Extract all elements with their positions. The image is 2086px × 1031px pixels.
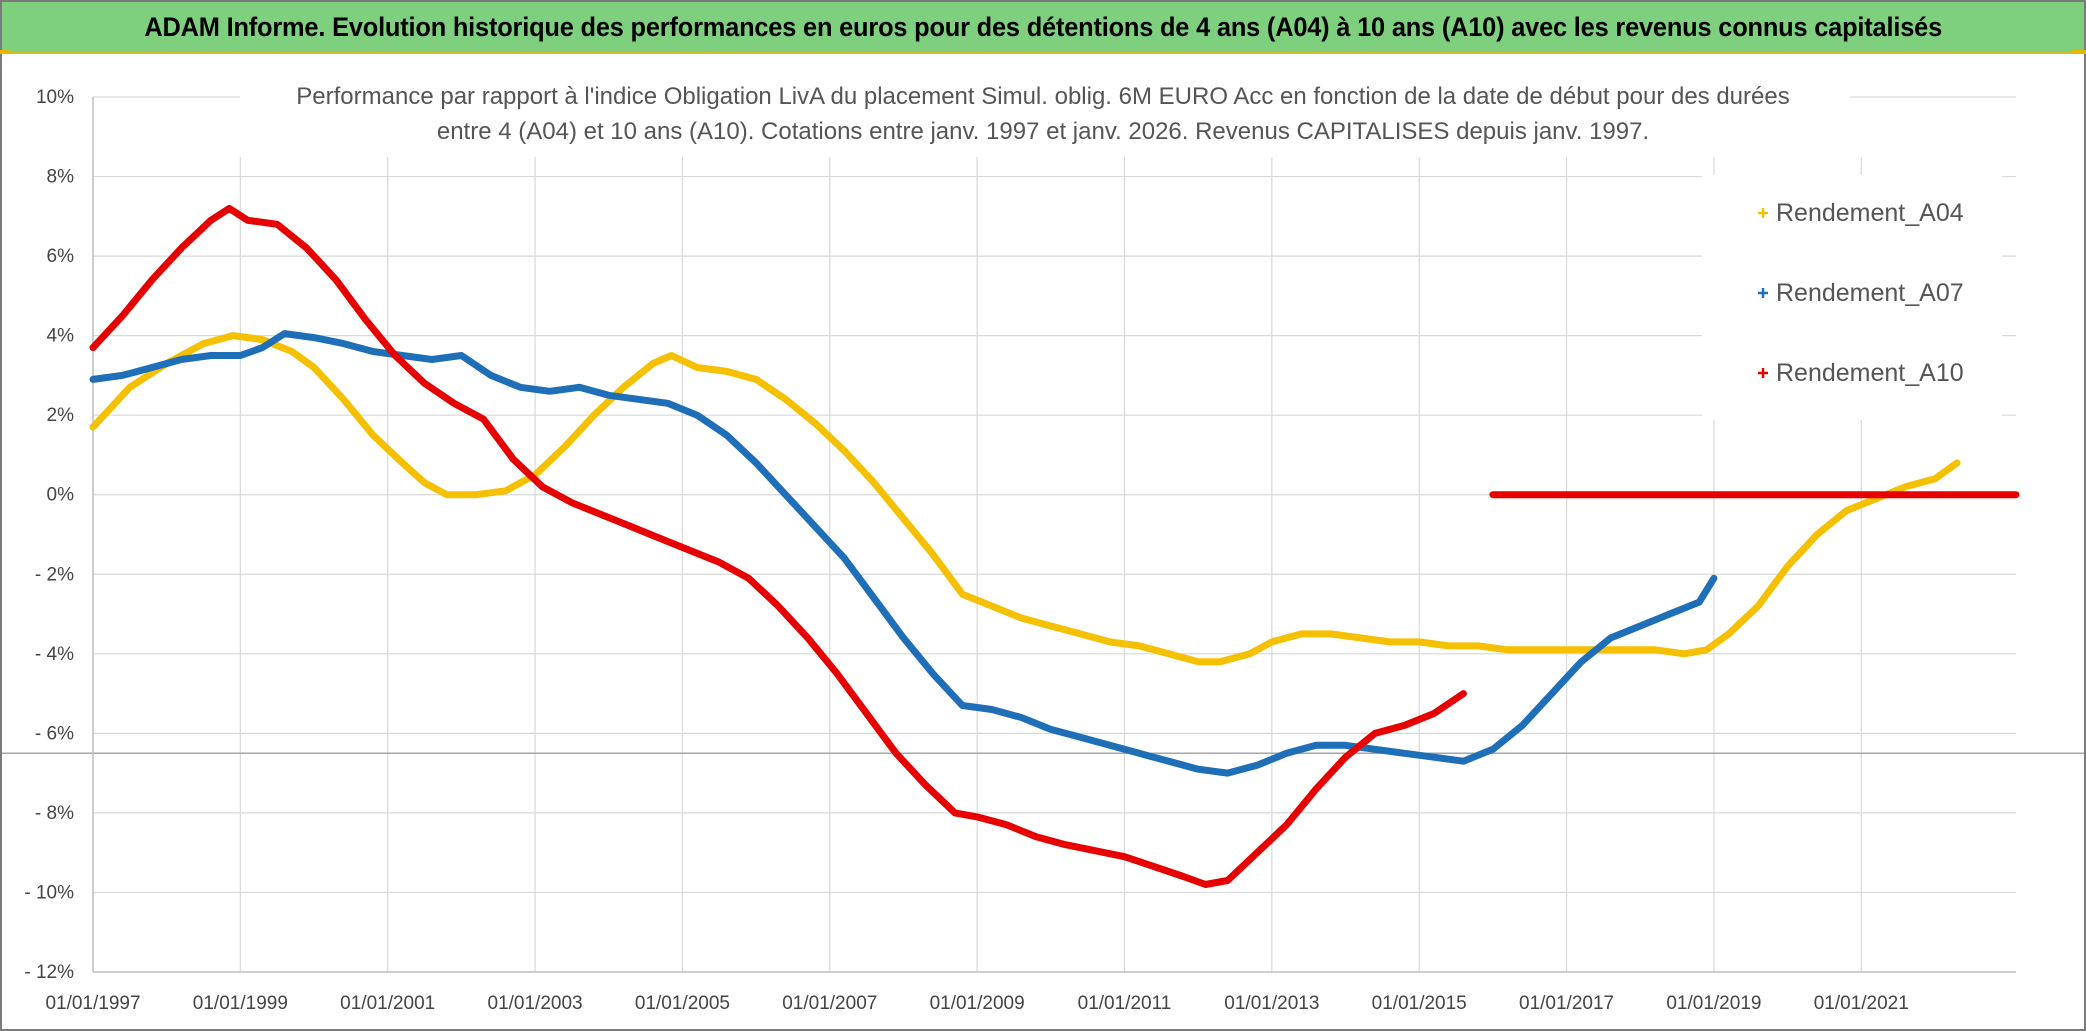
x-tick-label: 01/01/2001 bbox=[340, 993, 435, 1014]
banner-accent-right bbox=[2072, 50, 2086, 54]
y-tick-label: 4% bbox=[47, 326, 75, 347]
y-tick-label: 6% bbox=[47, 246, 75, 267]
legend: Rendement_A04 Rendement_A07 Rendement_A10 bbox=[1702, 175, 2002, 420]
x-tick-label: 01/01/2011 bbox=[1078, 993, 1172, 1014]
y-tick-label: 0% bbox=[47, 485, 75, 506]
x-tick-label: 01/01/2013 bbox=[1224, 993, 1319, 1014]
x-tick-label: 01/01/2003 bbox=[488, 993, 583, 1014]
y-tick-label: - 10% bbox=[24, 882, 74, 903]
banner-accent-left bbox=[0, 50, 10, 54]
chart-title: Performance par rapport à l'indice Oblig… bbox=[240, 76, 1850, 156]
x-tick-label: 01/01/2017 bbox=[1519, 993, 1614, 1014]
title-background bbox=[240, 76, 1850, 156]
chart-title-line: entre 4 (A04) et 10 ans (A10). Cotations… bbox=[437, 118, 1649, 145]
y-tick-label: 2% bbox=[47, 405, 75, 426]
banner-title: ADAM Informe. Evolution historique des p… bbox=[144, 11, 1942, 42]
x-tick-label: 01/01/1997 bbox=[45, 993, 140, 1014]
legend-label: Rendement_A04 bbox=[1776, 199, 1964, 227]
x-tick-label: 01/01/2005 bbox=[635, 993, 730, 1014]
y-tick-label: - 8% bbox=[35, 803, 74, 824]
legend-label: Rendement_A07 bbox=[1776, 279, 1964, 307]
y-tick-label: - 2% bbox=[35, 564, 74, 585]
chart-title-line: Performance par rapport à l'indice Oblig… bbox=[296, 83, 1789, 110]
series-layer bbox=[89, 204, 2020, 888]
x-tick-label: 01/01/1999 bbox=[193, 993, 288, 1014]
x-tick-label: 01/01/2021 bbox=[1814, 993, 1909, 1014]
y-tick-label: 8% bbox=[47, 167, 75, 188]
x-tick-label: 01/01/2019 bbox=[1666, 993, 1761, 1014]
y-tick-label: 10% bbox=[36, 87, 74, 108]
series-line bbox=[89, 330, 1718, 777]
y-tick-label: - 6% bbox=[35, 723, 74, 744]
series-line bbox=[89, 332, 1961, 666]
y-tick-label: - 12% bbox=[24, 962, 74, 983]
x-tick-label: 01/01/2009 bbox=[930, 993, 1025, 1014]
header-banner: ADAM Informe. Evolution historique des p… bbox=[2, 2, 2084, 54]
x-tick-label: 01/01/2015 bbox=[1372, 993, 1467, 1014]
series-line bbox=[89, 204, 1467, 888]
legend-label: Rendement_A10 bbox=[1776, 359, 1964, 387]
x-tick-label: 01/01/2007 bbox=[782, 993, 877, 1014]
axes: 10% 8% 6% 4% 2% 0% - 2% - 4% - 6% - 8% - 10% - 12% 0… bbox=[24, 87, 2016, 1014]
legend-background bbox=[1702, 175, 2002, 420]
y-tick-label: - 4% bbox=[35, 644, 74, 665]
